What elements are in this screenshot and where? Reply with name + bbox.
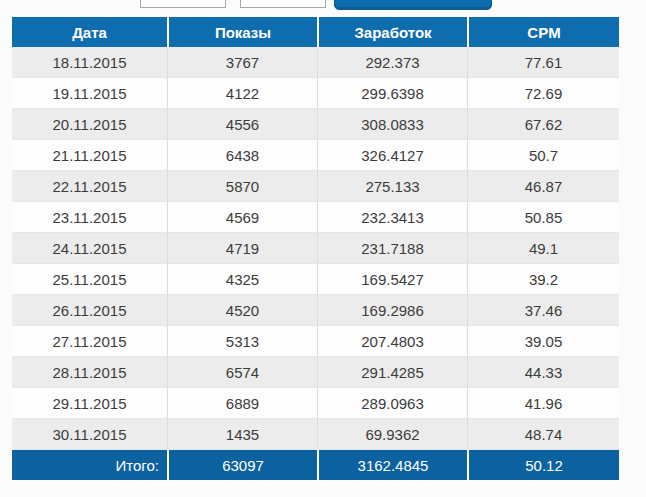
- total-earnings: 3162.4845: [317, 450, 467, 480]
- cell-date: 23.11.2015: [12, 202, 167, 233]
- cell-impressions: 4556: [167, 109, 317, 140]
- cell-cpm: 44.33: [467, 357, 619, 388]
- cell-impressions: 4719: [167, 233, 317, 264]
- total-impressions: 63097: [167, 450, 317, 480]
- cell-cpm: 50.7: [467, 140, 619, 171]
- cell-date: 26.11.2015: [12, 295, 167, 326]
- table-row: 18.11.20153767292.37377.61: [12, 47, 619, 78]
- table-row: 20.11.20154556308.083367.62: [12, 109, 619, 140]
- cell-cpm: 67.62: [467, 109, 619, 140]
- cell-impressions: 4520: [167, 295, 317, 326]
- header-date: Дата: [12, 17, 167, 47]
- cell-impressions: 1435: [167, 419, 317, 450]
- cell-date: 18.11.2015: [12, 47, 167, 78]
- table-row: 28.11.20156574291.428544.33: [12, 357, 619, 388]
- cell-earnings: 292.373: [317, 47, 467, 78]
- cell-date: 25.11.2015: [12, 264, 167, 295]
- cell-date: 24.11.2015: [12, 233, 167, 264]
- cell-earnings: 232.3413: [317, 202, 467, 233]
- cell-date: 30.11.2015: [12, 419, 167, 450]
- table-row: 29.11.20156889289.096341.96: [12, 388, 619, 419]
- cell-cpm: 46.87: [467, 171, 619, 202]
- total-cpm: 50.12: [467, 450, 619, 480]
- cell-earnings: 308.0833: [317, 109, 467, 140]
- cell-cpm: 77.61: [467, 47, 619, 78]
- table-row: 30.11.2015143569.936248.74: [12, 419, 619, 450]
- cell-earnings: 289.0963: [317, 388, 467, 419]
- table-row: 21.11.20156438326.412750.7: [12, 140, 619, 171]
- cell-earnings: 169.5427: [317, 264, 467, 295]
- cell-date: 20.11.2015: [12, 109, 167, 140]
- cell-date: 29.11.2015: [12, 388, 167, 419]
- submit-button[interactable]: [334, 0, 492, 10]
- cell-impressions: 4569: [167, 202, 317, 233]
- cell-earnings: 326.4127: [317, 140, 467, 171]
- cell-impressions: 4325: [167, 264, 317, 295]
- header-cpm: CPM: [467, 17, 619, 47]
- cell-cpm: 41.96: [467, 388, 619, 419]
- table-row: 22.11.20155870275.13346.87: [12, 171, 619, 202]
- table-row: 27.11.20155313207.480339.05: [12, 326, 619, 357]
- table-row: 19.11.20154122299.639872.69: [12, 78, 619, 109]
- header-impressions: Показы: [167, 17, 317, 47]
- table-body: 18.11.20153767292.37377.6119.11.20154122…: [12, 47, 619, 450]
- cell-impressions: 3767: [167, 47, 317, 78]
- total-label: Итого:: [12, 450, 167, 480]
- cell-cpm: 37.46: [467, 295, 619, 326]
- cell-cpm: 48.74: [467, 419, 619, 450]
- cell-earnings: 69.9362: [317, 419, 467, 450]
- cell-cpm: 39.05: [467, 326, 619, 357]
- cell-cpm: 39.2: [467, 264, 619, 295]
- cell-cpm: 72.69: [467, 78, 619, 109]
- cell-date: 21.11.2015: [12, 140, 167, 171]
- header-earnings: Заработок: [317, 17, 467, 47]
- table-row: 26.11.20154520169.298637.46: [12, 295, 619, 326]
- cell-cpm: 50.85: [467, 202, 619, 233]
- table-header-row: Дата Показы Заработок CPM: [12, 17, 619, 47]
- cell-earnings: 299.6398: [317, 78, 467, 109]
- cell-impressions: 6438: [167, 140, 317, 171]
- cell-date: 27.11.2015: [12, 326, 167, 357]
- page: Дата Показы Заработок CPM 18.11.20153767…: [0, 0, 646, 497]
- cell-cpm: 49.1: [467, 233, 619, 264]
- date-to-input[interactable]: [240, 0, 326, 8]
- cell-impressions: 6889: [167, 388, 317, 419]
- cell-date: 28.11.2015: [12, 357, 167, 388]
- cell-earnings: 207.4803: [317, 326, 467, 357]
- table-footer-row: Итого: 63097 3162.4845 50.12: [12, 450, 619, 480]
- cell-impressions: 5870: [167, 171, 317, 202]
- cell-earnings: 291.4285: [317, 357, 467, 388]
- cell-impressions: 5313: [167, 326, 317, 357]
- cell-date: 19.11.2015: [12, 78, 167, 109]
- table-row: 23.11.20154569232.341350.85: [12, 202, 619, 233]
- table-row: 25.11.20154325169.542739.2: [12, 264, 619, 295]
- table-row: 24.11.20154719231.718849.1: [12, 233, 619, 264]
- cell-impressions: 6574: [167, 357, 317, 388]
- cell-earnings: 231.7188: [317, 233, 467, 264]
- date-from-input[interactable]: [140, 0, 226, 8]
- cell-date: 22.11.2015: [12, 171, 167, 202]
- cell-earnings: 275.133: [317, 171, 467, 202]
- stats-table: Дата Показы Заработок CPM 18.11.20153767…: [12, 17, 619, 480]
- cell-earnings: 169.2986: [317, 295, 467, 326]
- cell-impressions: 4122: [167, 78, 317, 109]
